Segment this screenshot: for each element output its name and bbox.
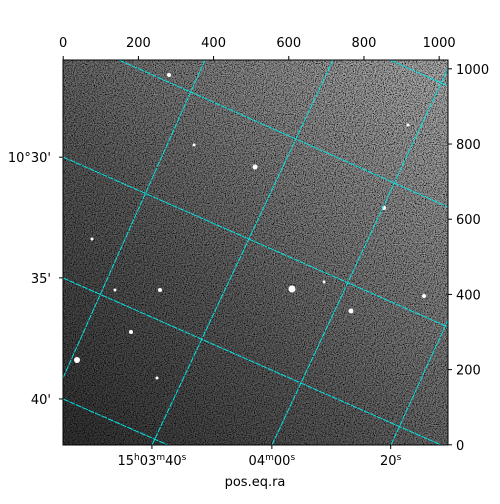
- right-tick-label: 800: [456, 138, 481, 153]
- y-tick-label: 10°30': [8, 151, 51, 166]
- right-tick-label: 400: [456, 288, 481, 303]
- top-tick-label: 600: [276, 36, 301, 51]
- right-tick-label: 0: [456, 439, 464, 454]
- top-tick-label: 400: [201, 36, 226, 51]
- top-tick-label: 1000: [423, 36, 456, 51]
- right-tick-label: 200: [456, 364, 481, 379]
- x-axis-label: pos.eq.ra: [225, 475, 286, 490]
- frame: [62, 59, 449, 446]
- x-tick-label: 04m00s: [249, 453, 296, 469]
- y-tick-label: 35': [31, 272, 51, 287]
- top-tick-label: 800: [352, 36, 377, 51]
- top-tick-label: 200: [126, 36, 151, 51]
- y-tick-label: 40': [31, 393, 51, 408]
- right-tick-label: 600: [456, 213, 481, 228]
- x-tick-label: 15h03m40s: [117, 453, 186, 469]
- right-tick-label: 1000: [456, 63, 489, 78]
- x-tick-label: 20s: [380, 453, 402, 469]
- top-tick-label: 0: [59, 36, 67, 51]
- coordinate-grid: [63, 60, 448, 445]
- image: [63, 60, 448, 445]
